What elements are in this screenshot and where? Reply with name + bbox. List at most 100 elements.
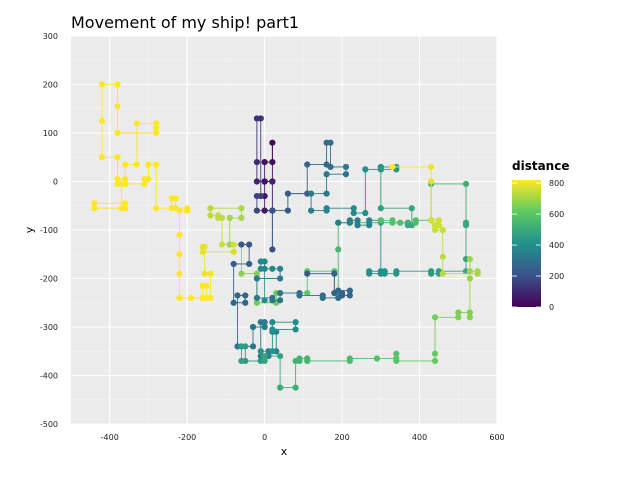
ship-position-point: [269, 348, 276, 355]
ship-position-point: [218, 241, 226, 248]
ship-position-point: [327, 163, 334, 171]
ship-position-point: [346, 292, 353, 299]
legend: distance 0 200 400 600 800: [512, 159, 569, 312]
ship-position-point: [277, 275, 284, 282]
ship-position-point: [122, 175, 129, 183]
ship-position-point: [292, 326, 299, 333]
ship-position-point: [238, 214, 245, 221]
ship-position-point: [346, 355, 353, 362]
ship-position-point: [284, 190, 291, 197]
ship-position-point: [342, 163, 350, 171]
ship-position-point: [346, 287, 353, 294]
ship-position-point: [153, 125, 160, 132]
x-tick-label: 400: [412, 433, 427, 442]
ship-position-point: [238, 343, 245, 350]
ship-position-point: [292, 319, 299, 326]
y-tick-label: -200: [40, 275, 58, 284]
ship-position-point: [114, 81, 121, 88]
chart-title: Movement of my ship! part1: [71, 13, 299, 32]
ship-position-point: [462, 219, 470, 226]
ship-position-point: [172, 195, 179, 202]
ship-position-point: [238, 357, 245, 365]
y-axis-label: y: [23, 226, 36, 233]
ship-position-point: [246, 241, 253, 248]
y-tick-label: 200: [43, 81, 58, 90]
ship-position-point: [335, 287, 342, 294]
y-tick-label: 0: [53, 178, 58, 187]
ship-position-point: [466, 275, 473, 282]
ship-position-point: [246, 260, 253, 268]
ship-position-point: [153, 205, 160, 212]
ship-position-point: [249, 323, 257, 331]
ship-position-point: [323, 205, 330, 212]
ship-position-point: [277, 353, 284, 360]
ship-position-point: [261, 258, 268, 265]
ship-position-point: [342, 171, 350, 178]
legend-tick-label: 400: [549, 241, 564, 250]
ship-position-point: [393, 357, 400, 365]
ship-position-point: [319, 292, 326, 299]
ship-position-point: [366, 268, 373, 275]
ship-position-point: [354, 217, 361, 224]
x-tick-label: 200: [334, 433, 349, 442]
ship-position-point: [474, 270, 481, 277]
ship-position-point: [466, 309, 473, 316]
ship-position-point: [238, 205, 245, 212]
ship-position-point: [238, 241, 245, 248]
ship-position-point: [199, 248, 206, 255]
ship-position-point: [226, 214, 233, 221]
ship-position-point: [292, 384, 299, 391]
ship-position-point: [277, 265, 284, 272]
ship-position-point: [133, 161, 140, 168]
ship-position-point: [346, 217, 353, 224]
ship-position-point: [176, 231, 183, 238]
x-axis-ticks: -400 -200 0 200 400 600: [101, 433, 505, 442]
ship-position-point: [304, 357, 311, 365]
ship-position-point: [431, 350, 439, 357]
ship-position-point: [431, 226, 439, 234]
ship-position-point: [261, 207, 268, 214]
ship-position-point: [439, 270, 446, 277]
ship-position-point: [249, 343, 257, 350]
ship-position-point: [253, 294, 260, 301]
ship-position-point: [354, 222, 361, 229]
ship-position-point: [435, 217, 443, 224]
ship-position-point: [253, 159, 260, 166]
ship-position-point: [91, 205, 98, 212]
legend-title: distance: [512, 159, 569, 173]
ship-position-point: [253, 192, 260, 200]
legend-tick-label: 600: [549, 210, 564, 219]
ship-position-point: [203, 282, 210, 289]
ship-position-point: [91, 200, 98, 207]
y-tick-label: -300: [40, 323, 58, 332]
ship-position-point: [350, 209, 357, 217]
ship-position-point: [331, 270, 338, 277]
grid-lines: [71, 35, 498, 425]
ship-position-point: [323, 190, 330, 197]
ship-position-point: [203, 294, 210, 301]
x-tick-label: 600: [489, 433, 504, 442]
ship-position-point: [207, 205, 214, 212]
ship-position-point: [168, 205, 175, 212]
ship-position-point: [350, 205, 357, 212]
ship-position-point: [253, 275, 260, 282]
x-axis-label: x: [281, 445, 288, 458]
ship-position-point: [122, 200, 129, 207]
ship-position-point: [153, 161, 160, 168]
ship-position-point: [335, 219, 342, 226]
data-marks: [91, 81, 481, 391]
ship-position-point: [304, 289, 311, 297]
ship-position-point: [98, 117, 106, 124]
ship-position-point: [176, 270, 183, 277]
y-tick-label: -100: [40, 226, 58, 235]
ship-position-point: [269, 207, 276, 214]
ship-position-point: [269, 294, 276, 301]
ship-position-point: [296, 355, 303, 362]
ship-position-point: [176, 251, 183, 258]
ship-position-point: [377, 205, 384, 212]
ship-position-point: [261, 178, 268, 185]
ship-position-point: [98, 154, 106, 161]
y-tick-label: -400: [40, 372, 58, 381]
ship-position-point: [141, 175, 148, 183]
ship-position-point: [257, 115, 264, 122]
